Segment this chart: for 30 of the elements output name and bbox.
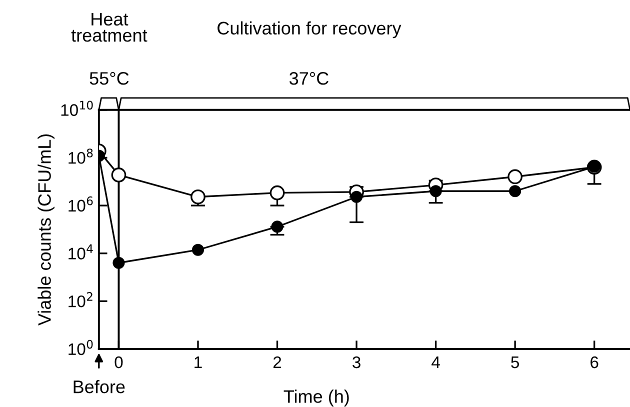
y-tick-label: 10$^{2}$ — [68, 292, 92, 308]
text: Before — [74, 380, 125, 394]
text: 55°C — [90, 72, 129, 85]
point — [190, 189, 206, 204]
point — [270, 185, 285, 200]
text: Cultivation for recovery — [218, 21, 402, 38]
y-tick-label: 10$^{10}$ — [61, 100, 93, 116]
y-tick-label: 10$^{4}$ — [68, 244, 93, 260]
point — [111, 168, 126, 182]
point — [192, 244, 204, 256]
x-tick-label: 4 — [432, 356, 440, 368]
x-tick-label: 2 — [273, 356, 282, 368]
x-tick-label: 0 — [114, 356, 123, 368]
text: 37°C — [289, 72, 328, 85]
point — [350, 190, 363, 203]
point — [430, 185, 442, 198]
point — [112, 256, 125, 269]
point — [271, 220, 284, 233]
point — [508, 169, 522, 184]
y-tick-label: 10$^{8}$ — [68, 148, 93, 164]
x-tick-label: 3 — [352, 356, 360, 368]
point — [509, 185, 522, 198]
y-axis-title: Viable counts (CFU/mL) — [38, 134, 54, 326]
y-tick-label: 10$^{6}$ — [68, 196, 93, 212]
y-tick-label: 10$^{0}$ — [68, 340, 93, 356]
x-tick-label: 5 — [511, 356, 519, 368]
x-axis-title: Time (h) — [284, 390, 349, 406]
x-tick-label: 6 — [590, 356, 598, 368]
text: Heat treatment — [71, 12, 148, 42]
x-tick-label: 1 — [194, 356, 202, 368]
